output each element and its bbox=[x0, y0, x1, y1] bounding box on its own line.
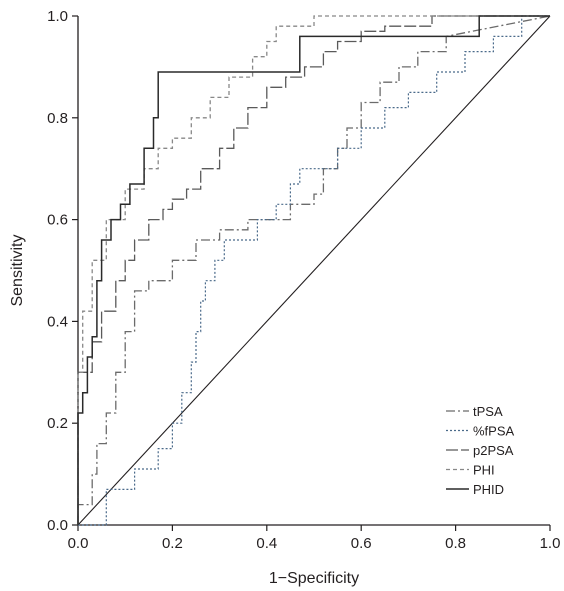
y-tick-label: 0.0 bbox=[47, 517, 68, 534]
series-line-tpsa bbox=[77, 15, 551, 525]
series-line-phi bbox=[77, 15, 550, 525]
y-tick-label: 0.2 bbox=[47, 415, 68, 432]
legend-label-phi: PHI bbox=[473, 463, 495, 478]
x-tick-label: 1.0 bbox=[540, 535, 561, 552]
x-tick-label: 0.6 bbox=[351, 535, 372, 552]
legend-label-phid: PHID bbox=[473, 482, 504, 497]
series-line-phid bbox=[77, 15, 550, 525]
x-tick-label: 0.8 bbox=[445, 535, 466, 552]
x-tick-label: 0.2 bbox=[162, 535, 183, 552]
legend-label-tpsa: tPSA bbox=[473, 404, 503, 419]
y-tick-label: 0.8 bbox=[47, 110, 68, 127]
y-tick-label: 0.4 bbox=[47, 313, 68, 330]
y-tick-label: 0.6 bbox=[47, 212, 68, 229]
reference-diagonal-line bbox=[77, 15, 551, 526]
series-line-p2psa bbox=[77, 15, 550, 525]
x-tick-label: 0.0 bbox=[68, 535, 89, 552]
x-tick-label: 0.4 bbox=[256, 535, 277, 552]
legend-label-pct-fpsa: %fPSA bbox=[473, 424, 515, 439]
y-axis-title: Sensitivity bbox=[9, 234, 26, 306]
legend-label-p2psa: p2PSA bbox=[473, 443, 514, 458]
y-tick-label: 1.0 bbox=[47, 8, 68, 25]
x-axis-title: 1−Specificity bbox=[269, 570, 359, 587]
